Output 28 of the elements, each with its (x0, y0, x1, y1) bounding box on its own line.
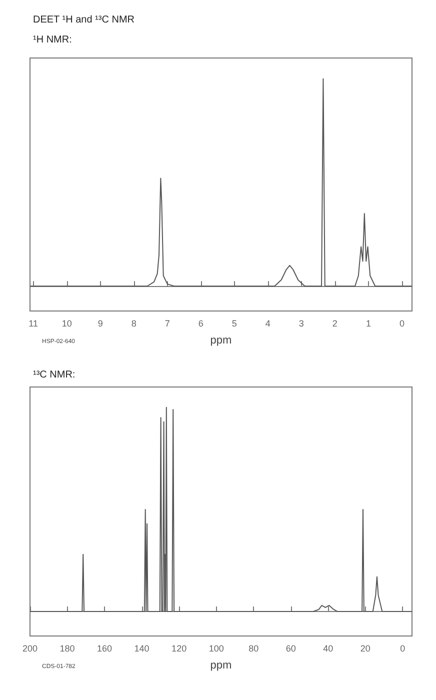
chart-subtitle: ¹H NMR: (33, 34, 72, 46)
x-tick-label: 120 (172, 644, 187, 654)
x-tick-label: 10 (62, 318, 72, 328)
x-tick-label: 9 (98, 318, 103, 328)
x-tick-label: 180 (60, 644, 75, 654)
x-tick-label: 0 (399, 318, 404, 328)
x-tick-label: 20 (360, 644, 370, 654)
x-tick-label: 160 (97, 644, 112, 654)
x-tick-label: 200 (22, 644, 38, 654)
x-tick-label: 0 (400, 644, 406, 654)
x-tick-label: 11 (28, 318, 38, 328)
x-tick-label: 140 (134, 644, 150, 654)
x-tick-label: 4 (265, 318, 270, 328)
x-tick-label: 5 (232, 318, 237, 328)
x-tick-label: 1 (366, 318, 371, 328)
chart-title: ¹³C NMR: (33, 370, 76, 380)
x-tick-label: 6 (198, 318, 204, 328)
x-axis-title: ppm (210, 660, 232, 672)
x-axis-title: ppm (210, 334, 232, 346)
x-tick-label: 40 (323, 644, 334, 654)
x-tick-label: 2 (332, 318, 338, 328)
x-tick-label: 60 (286, 644, 296, 654)
x-tick-label: 3 (298, 318, 304, 328)
x-tick-label: 80 (248, 644, 259, 654)
x-tick-label: 8 (131, 318, 136, 328)
x-tick-label: 7 (164, 318, 170, 328)
x-tick-label: 100 (208, 644, 224, 654)
chart-title: DEET ¹H and ¹³C NMR (33, 14, 134, 26)
